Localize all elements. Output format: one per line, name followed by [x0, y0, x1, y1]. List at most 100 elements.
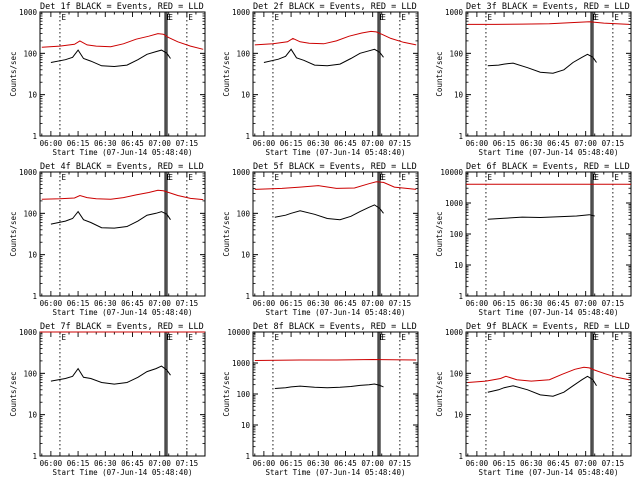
event-marker-label: E [593, 13, 598, 22]
x-tick-label: 06:45 [121, 139, 144, 148]
event-marker-label: E [274, 173, 279, 182]
y-tick-label: 100 [236, 209, 250, 218]
chart-title: Det 1f BLACK = Events, RED = LLD [40, 2, 204, 12]
event-marker-label: E [614, 333, 619, 342]
plot-frame [39, 171, 206, 297]
events-series-line [274, 204, 384, 221]
x-tick-label: 06:45 [334, 139, 357, 148]
x-tick-label: 06:30 [307, 459, 330, 468]
y-tick-label: 1000 [232, 8, 251, 17]
y-tick-label: 10000 [440, 168, 463, 177]
x-tick-label: 06:15 [67, 459, 90, 468]
y-tick-label: 10 [28, 91, 38, 100]
event-marker-label: E [614, 13, 619, 22]
x-tick-label: 06:30 [520, 139, 543, 148]
y-tick-label: 10 [28, 251, 38, 260]
x-axis-label: Start Time (07-Jun-14 05:48:40) [266, 468, 406, 477]
chart-title: Det 9f BLACK = Events, RED = LLD [466, 322, 630, 332]
x-tick-label: 06:30 [94, 299, 117, 308]
y-tick-label: 1000 [232, 359, 251, 368]
lld-series-line [254, 358, 417, 361]
y-tick-label: 10 [454, 261, 464, 270]
event-marker-label: E [381, 173, 386, 182]
event-marker-label: E [188, 173, 193, 182]
y-tick-label: 10 [241, 91, 251, 100]
y-axis-label: Counts/sec [9, 371, 18, 416]
x-tick-label: 06:30 [307, 299, 330, 308]
x-tick-label: 06:30 [307, 139, 330, 148]
x-tick-label: 06:45 [547, 139, 570, 148]
event-marker-label: E [61, 13, 66, 22]
y-tick-label: 10 [454, 91, 464, 100]
events-series-line [50, 365, 171, 385]
event-marker-label: E [594, 13, 599, 22]
y-tick-label: 1000 [445, 328, 464, 337]
y-tick-label: 10 [241, 421, 251, 430]
event-marker-label: E [381, 333, 386, 342]
event-marker-label: E [594, 173, 599, 182]
x-tick-label: 06:45 [334, 299, 357, 308]
event-marker-label: E [594, 333, 599, 342]
event-marker-label: E [401, 333, 406, 342]
chart-title: Det 8f BLACK = Events, RED = LLD [253, 322, 417, 332]
event-marker-label: E [380, 13, 385, 22]
x-tick-label: 07:15 [176, 299, 199, 308]
x-tick-label: 07:00 [574, 299, 597, 308]
y-tick-label: 1 [32, 132, 37, 141]
x-tick-label: 06:00 [466, 459, 489, 468]
event-marker-label: E [61, 333, 66, 342]
event-marker-label: E [593, 173, 598, 182]
chart-title: Det 5f BLACK = Events, RED = LLD [253, 162, 417, 172]
x-tick-label: 07:00 [361, 299, 384, 308]
x-tick-label: 06:00 [40, 139, 63, 148]
x-tick-label: 06:45 [334, 459, 357, 468]
y-axis-label: Counts/sec [9, 211, 18, 256]
plot-frame [39, 331, 206, 457]
chart-panel-7: Det 7f BLACK = Events, RED = LLD 1 10 100 10… [9, 322, 206, 477]
y-axis-label: Counts/sec [9, 51, 18, 96]
event-marker-label: E [274, 13, 279, 22]
events-series-line [487, 214, 595, 220]
y-axis-label: Counts/sec [222, 51, 231, 96]
events-series-line [263, 48, 384, 67]
chart-panel-8: Det 8f BLACK = Events, RED = LLD 1 10 100 10… [222, 322, 419, 477]
x-tick-label: 07:00 [361, 459, 384, 468]
x-tick-label: 06:15 [280, 139, 303, 148]
lld-series-line [254, 30, 417, 46]
y-tick-label: 1 [458, 132, 463, 141]
plot-frame [252, 171, 419, 297]
events-series-line [274, 383, 384, 389]
chart-panel-3: Det 3f BLACK = Events, RED = LLD 1 10 100 10… [435, 2, 632, 157]
event-marker-label: E [380, 333, 385, 342]
x-axis-label: Start Time (07-Jun-14 05:48:40) [53, 148, 193, 157]
chart-panel-2: Det 2f BLACK = Events, RED = LLD 1 10 100 10… [222, 2, 419, 157]
x-tick-label: 06:45 [121, 459, 144, 468]
event-marker-label: E [188, 13, 193, 22]
event-marker-label: E [168, 173, 173, 182]
x-tick-label: 06:00 [40, 459, 63, 468]
event-marker-label: E [168, 333, 173, 342]
lld-series-line [467, 366, 630, 383]
event-marker-label: E [167, 13, 172, 22]
x-tick-label: 07:00 [148, 459, 171, 468]
event-marker-label: E [614, 173, 619, 182]
x-tick-label: 06:30 [520, 299, 543, 308]
x-tick-label: 07:00 [148, 299, 171, 308]
x-axis-label: Start Time (07-Jun-14 05:48:40) [53, 308, 193, 317]
chart-title: Det 3f BLACK = Events, RED = LLD [466, 2, 630, 12]
lld-series-line [254, 181, 417, 190]
y-tick-label: 100 [236, 390, 250, 399]
x-tick-label: 06:00 [253, 139, 276, 148]
x-tick-label: 07:00 [148, 139, 171, 148]
x-tick-label: 06:15 [493, 459, 516, 468]
events-series-line [50, 210, 171, 229]
y-tick-label: 10 [454, 411, 464, 420]
x-tick-label: 06:15 [280, 459, 303, 468]
lld-series-line [41, 189, 204, 201]
events-series-line [487, 53, 597, 74]
event-marker-label: E [487, 333, 492, 342]
x-tick-label: 06:00 [253, 459, 276, 468]
x-axis-label: Start Time (07-Jun-14 05:48:40) [479, 148, 619, 157]
x-tick-label: 06:15 [493, 139, 516, 148]
